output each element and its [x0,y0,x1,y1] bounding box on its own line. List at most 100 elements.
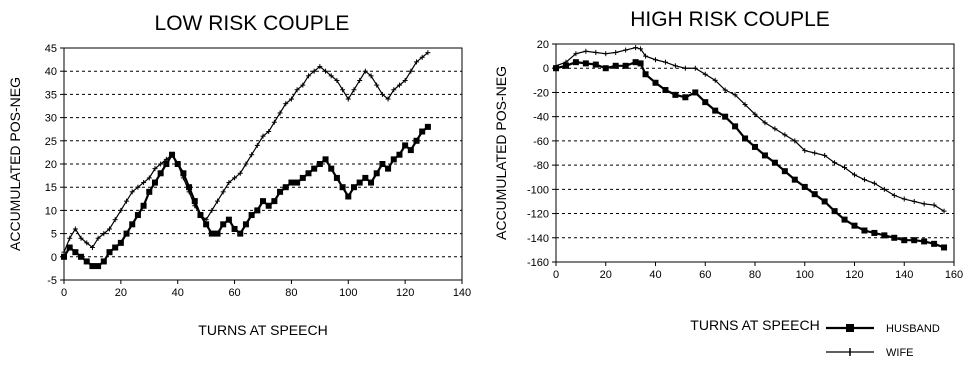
high-risk-wife-point [692,65,698,71]
low-risk-wife-point [266,129,272,135]
low-risk-wife-point [95,235,101,241]
low-risk-wife-point [124,198,130,204]
high-risk-husband-point [761,152,768,159]
low-risk-husband-point [106,249,113,256]
low-risk-husband-point [129,221,136,228]
high-risk-wife-point [563,59,569,65]
low-risk-wife-point [362,68,368,74]
low-risk-husband-point [305,170,312,177]
high-risk-husband-point [781,168,788,175]
high-risk-husband-point [692,89,699,96]
high-risk-husband-point [931,240,938,247]
low-risk-husband-point [191,198,198,205]
low-risk-wife-point [84,240,90,246]
high-risk-wife-point [762,120,768,126]
low-risk-husband-point [78,253,85,260]
high-risk-husband-point [662,87,669,94]
high-risk-husband-point [732,123,739,130]
high-risk-wife-point [921,201,927,207]
low-risk-husband-point [140,202,147,209]
high-risk-wife-point [603,51,609,57]
high-risk-ytick-label: -20 [533,87,549,99]
low-risk-husband-point [368,179,375,186]
low-risk-wife-point [106,226,112,232]
high-risk-husband-point [612,62,619,69]
low-risk-wife-point [203,217,209,223]
legend-item-husband: HUSBAND [826,323,940,335]
high-risk-wife-point [832,160,838,166]
high-risk-wife-point [593,49,599,55]
high-risk-wife-point [772,126,778,132]
low-risk-wife-point [351,87,357,93]
low-risk-husband-point [208,230,215,237]
low-risk-wife-point [345,96,351,102]
low-risk-wife-point [414,59,420,65]
low-risk-wife-point [209,207,215,213]
high-risk-husband-point [911,237,918,244]
low-risk-wife-point [260,133,266,139]
low-risk-husband-point [333,174,340,181]
low-risk-wife-point [72,226,78,232]
high-risk-wife-point [573,51,579,57]
low-risk-wife-point [254,142,260,148]
low-risk-ytick-label: -5 [47,275,57,287]
low-risk-ytick-label: 40 [45,66,57,78]
low-risk-husband-point [299,174,306,181]
low-risk-ytick-label: 15 [45,182,57,194]
low-risk-husband-point [123,230,130,237]
high-risk-ytick-label: -100 [527,184,549,196]
high-risk-wife-point [861,177,867,183]
high-risk-xtick-label: 160 [945,269,963,281]
low-risk-husband-point [89,263,96,270]
high-risk-husband-point [861,227,868,234]
high-risk-wife-point [653,57,658,63]
low-risk-husband-point [260,198,266,205]
low-risk-wife-point [323,68,329,74]
low-risk-ytick-label: 20 [45,159,57,171]
high-risk-ytick-label: -60 [533,136,549,148]
low-risk-chart: LOW RISK COUPLE -5 0 5 10 15 20 25 30 35 40 45 0 20 40… [7,12,471,338]
low-risk-wife-point [419,54,425,60]
low-risk-wife-point [135,184,141,190]
low-risk-wife-point [163,156,169,162]
high-risk-xtick-label: 60 [699,269,711,281]
low-risk-wife-point [169,152,175,158]
low-risk-ytick-label: 30 [45,113,57,125]
high-risk-wife-point [732,92,738,98]
low-risk-husband-point [242,221,249,228]
low-risk-husband-point [83,258,90,265]
low-risk-husband-point [214,230,221,237]
high-risk-wife-point [842,165,848,171]
high-risk-husband-point [881,232,888,239]
low-risk-wife-point [192,203,198,209]
high-risk-xtick-label: 120 [845,269,863,281]
high-risk-wife-point [613,49,619,55]
high-risk-husband-point [632,59,639,66]
low-risk-husband-point [66,244,73,251]
low-risk-wife-point [340,87,346,93]
low-risk-xtick-label: 40 [172,287,184,299]
low-risk-husband-point [95,263,102,270]
low-risk-wife-point [357,77,363,83]
legend-label: HUSBAND [886,323,940,335]
high-risk-ytick-label: -120 [527,209,549,221]
low-risk-wife-point [129,189,135,195]
high-risk-husband-point [682,94,689,101]
high-risk-xtick-label: 0 [553,269,559,281]
high-risk-xtick-label: 140 [895,269,913,281]
low-risk-wife-point [385,96,391,102]
low-risk-husband-point [356,179,363,186]
low-risk-husband-point [390,156,397,163]
high-risk-wife-point [871,180,877,186]
high-risk-wife-point [852,172,857,178]
low-risk-husband-point [112,244,119,251]
low-risk-husband-point [231,225,238,232]
low-risk-husband-point [151,179,158,186]
high-risk-wife-point [812,150,818,156]
high-risk-title: HIGH RISK COUPLE [630,8,830,31]
high-risk-wife-point [931,202,937,208]
high-risk-ytick-label: -140 [527,233,549,245]
low-risk-wife-point [368,73,374,79]
low-risk-wife-point [277,110,283,116]
low-risk-wife-point [101,231,107,237]
